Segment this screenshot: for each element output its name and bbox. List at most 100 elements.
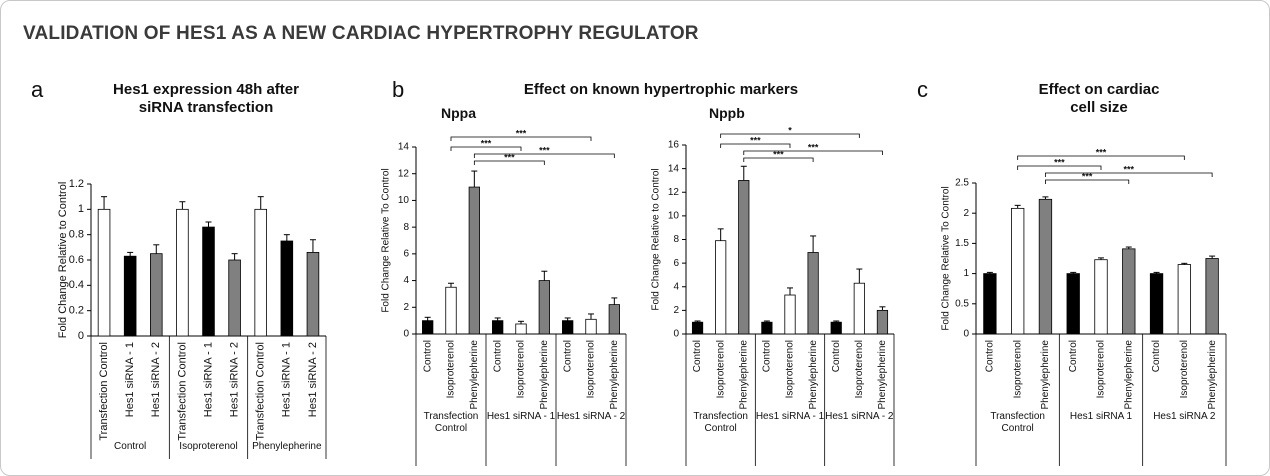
x-tick-label: Isoproterenol [785,340,796,398]
y-tick-label: 0.2 [69,305,84,317]
x-tick-label: Control [492,340,503,372]
group-label: Transfection Control [693,411,748,434]
y-tick-label: 10 [398,195,410,206]
y-axis-label: Fold Change Relative To Control [941,186,952,330]
y-tick-label: 14 [398,142,410,153]
bar [830,321,842,335]
x-tick-label: Transfection Control [98,342,110,441]
significance-label: *** [504,152,515,162]
bar [1205,258,1219,335]
bar [150,253,163,337]
x-tick-label: Hes1 siRNA - 1 [281,342,293,417]
y-tick-label: 2 [673,305,679,316]
x-tick-label: Phenylepherine [539,340,550,410]
bar [1038,198,1053,335]
bar [608,304,620,335]
y-tick-label: 12 [398,168,410,179]
bar [280,240,294,337]
bar [807,252,819,335]
significance-bracket [1045,172,1213,177]
x-tick-label: Isoproterenol [1012,340,1023,398]
bar [691,321,704,335]
y-tick-label: 6 [673,258,679,269]
significance-label: *** [516,128,527,138]
bar [853,282,865,335]
x-tick-label: Phenylepherine [1123,340,1134,410]
group-label: Hes1 siRNA - 2 [825,411,894,422]
significance-label: *** [773,149,784,159]
x-tick-label: Hes1 siRNA - 2 [150,342,162,417]
bar [585,318,597,335]
bar [715,240,727,335]
x-tick-label: Control [762,340,773,372]
y-tick-label: 0.4 [69,279,84,291]
panel-letter: c [917,77,928,102]
bar [202,226,215,337]
y-tick-label: 14 [668,163,680,174]
significance-bracket [1045,179,1130,184]
bar [1011,207,1025,335]
group-label: Transfection Control [423,411,479,434]
y-tick-label: 8 [673,234,679,245]
x-tick-label: Isoproterenol [516,340,527,398]
significance-bracket [473,160,545,165]
panel-title: Effect on cardiac cell size [1038,81,1160,116]
y-axis-label: Fold Change Relative To Control [381,168,392,312]
x-tick-label: Phenylepherine [1207,340,1218,410]
bar [422,320,434,335]
group-label: Transfection Control [990,411,1045,434]
x-tick-label: Phenylepherine [738,340,749,410]
significance-bracket [450,146,522,151]
significance-bracket [720,143,791,148]
significance-label: *** [750,135,761,145]
x-tick-label: Isoproterenol [586,340,597,398]
x-tick-label: Hes1 siRNA - 2 [307,342,319,417]
bar [492,320,504,335]
y-tick-label: 2 [403,302,409,313]
significance-bracket [1017,155,1185,160]
y-tick-label: 0 [673,329,679,340]
x-tick-label: Isoproterenol [1179,340,1190,398]
y-tick-label: 0.8 [69,229,84,241]
bar [538,280,550,335]
significance-label: *** [1096,147,1107,157]
x-tick-label: Control [831,340,842,372]
y-tick-label: 1 [78,203,84,215]
panel-title: Hes1 expression 48h after siRNA transfec… [113,81,299,116]
bar [123,255,137,337]
x-tick-label: Isoproterenol [715,340,726,398]
group-label: Hes1 siRNA 1 [1069,411,1133,422]
panel-title: Effect on known hypertrophic markers [523,81,799,98]
significance-bracket [1017,165,1102,170]
bar [784,294,796,335]
bar [876,309,889,335]
y-axis-label: Fold Change Relative to Control [57,182,69,339]
bar [1094,259,1108,335]
y-tick-label: 16 [668,140,680,151]
x-tick-label: Transfection Control [176,342,188,441]
bar [445,286,457,335]
bar [983,273,997,335]
y-tick-label: 6 [403,248,409,259]
bar [515,323,527,335]
chart-title: Nppb [709,105,745,121]
y-tick-label: 4 [673,281,679,292]
group-label: Phenylepherine [252,441,322,452]
bar [1066,273,1080,335]
bar [306,251,320,337]
chart-title: Nppa [441,105,476,121]
x-tick-label: Hes1 siRNA - 2 [229,342,241,417]
y-tick-label: 4 [403,275,409,286]
group-label: Hes1 siRNA 2 [1153,411,1216,422]
x-tick-label: Isoproterenol [854,340,865,398]
x-tick-label: Control [422,340,433,372]
bar [254,208,267,337]
bar [468,186,480,335]
significance-bracket [743,150,883,155]
bar [228,259,241,337]
significance-label: *** [808,142,819,152]
x-tick-label: Control [1151,340,1162,372]
x-tick-label: Control [562,340,573,372]
significance-label: *** [1054,157,1065,167]
bar [1122,248,1136,335]
